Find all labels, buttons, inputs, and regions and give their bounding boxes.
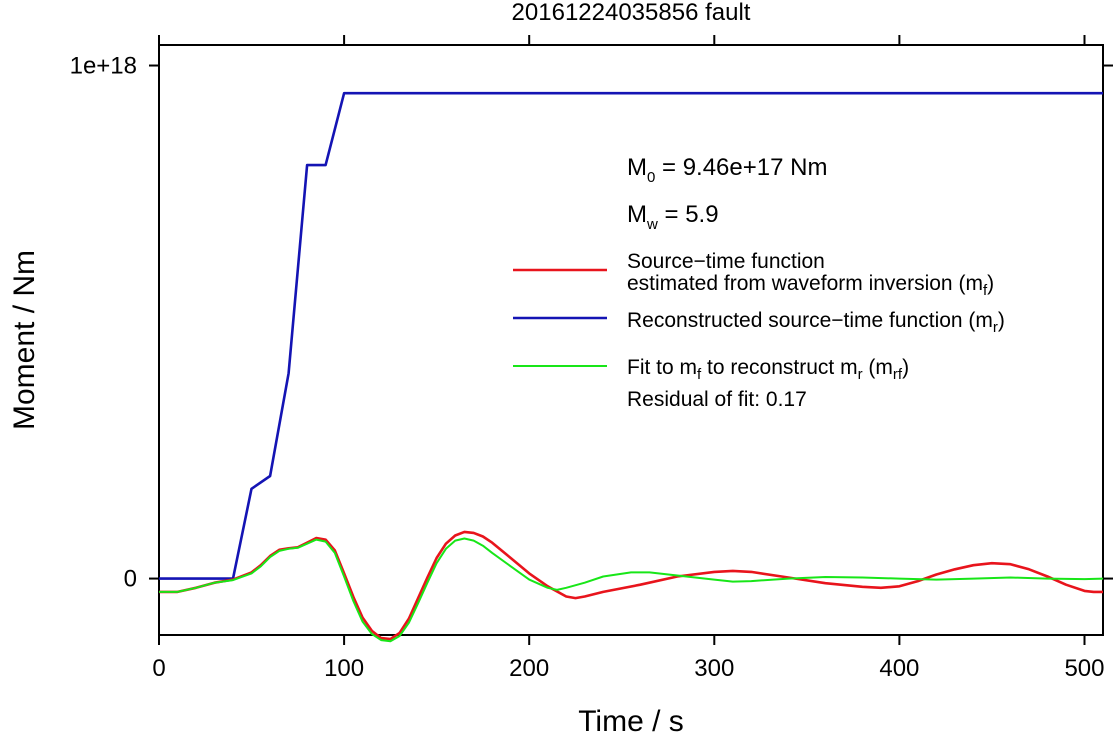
mw-main: M bbox=[627, 201, 647, 228]
legend-label-mrf: Fit to mf to reconstruct mr (mrf) bbox=[627, 356, 909, 383]
x-tick-label: 400 bbox=[879, 655, 919, 682]
x-axis-title: Time / s bbox=[578, 705, 684, 736]
legend-mrf-mid2: (m bbox=[863, 356, 893, 379]
legend: Source−time function estimated from wave… bbox=[513, 250, 1005, 411]
legend-mr-pre: Reconstructed source−time function (m bbox=[627, 309, 993, 332]
legend-mrf-pre: Fit to m bbox=[627, 356, 697, 379]
x-tick-label: 100 bbox=[324, 655, 364, 682]
legend-mr-post: ) bbox=[998, 309, 1005, 332]
legend-label-mr: Reconstructed source−time function (mr) bbox=[627, 309, 1005, 336]
y-tick-label: 1e+18 bbox=[70, 53, 137, 80]
legend-mf-pre: estimated from waveform inversion (m bbox=[627, 272, 983, 295]
chart-title: 20161224035856 fault bbox=[512, 0, 751, 26]
y-axis-title: Moment / Nm bbox=[8, 250, 41, 430]
y-tick-label: 0 bbox=[124, 566, 137, 593]
legend-label-mf-line1: Source−time function bbox=[627, 250, 825, 273]
residual-annotation: Residual of fit: 0.17 bbox=[627, 388, 807, 411]
x-tick-label: 500 bbox=[1064, 655, 1104, 682]
legend-mrf-sub2: r bbox=[858, 366, 863, 383]
m0-main: M bbox=[627, 154, 647, 181]
legend-label-mf-line2: estimated from waveform inversion (mf) bbox=[627, 272, 994, 299]
plot-frame bbox=[158, 44, 1104, 636]
legend-mrf-sub3: rf bbox=[893, 366, 903, 383]
axis-ticks: 0 100 200 300 400 500 0 1e+18 bbox=[70, 35, 1113, 682]
m0-sub: 0 bbox=[647, 169, 655, 186]
legend-mf-post: ) bbox=[987, 272, 994, 295]
x-tick-label: 300 bbox=[694, 655, 734, 682]
m0-annotation: M0 = 9.46e+17 Nm bbox=[627, 154, 827, 186]
m0-rest: = 9.46e+17 Nm bbox=[655, 154, 827, 181]
x-tick-label: 200 bbox=[509, 655, 549, 682]
legend-mrf-post: ) bbox=[902, 356, 909, 379]
series-line-mrf bbox=[159, 537, 1104, 643]
legend-mf-sub: f bbox=[983, 282, 988, 299]
x-tick-label: 0 bbox=[152, 655, 165, 682]
mw-annotation: Mw = 5.9 bbox=[627, 201, 719, 233]
mw-sub: w bbox=[646, 216, 658, 233]
legend-mrf-sub1: f bbox=[697, 366, 702, 383]
series-layer bbox=[159, 91, 1104, 643]
legend-mrf-mid: to reconstruct m bbox=[701, 356, 857, 379]
series-line-mr bbox=[159, 91, 1103, 580]
series-line-mf bbox=[159, 530, 1103, 641]
legend-mr-sub: r bbox=[993, 319, 998, 336]
mw-rest: = 5.9 bbox=[658, 201, 719, 228]
